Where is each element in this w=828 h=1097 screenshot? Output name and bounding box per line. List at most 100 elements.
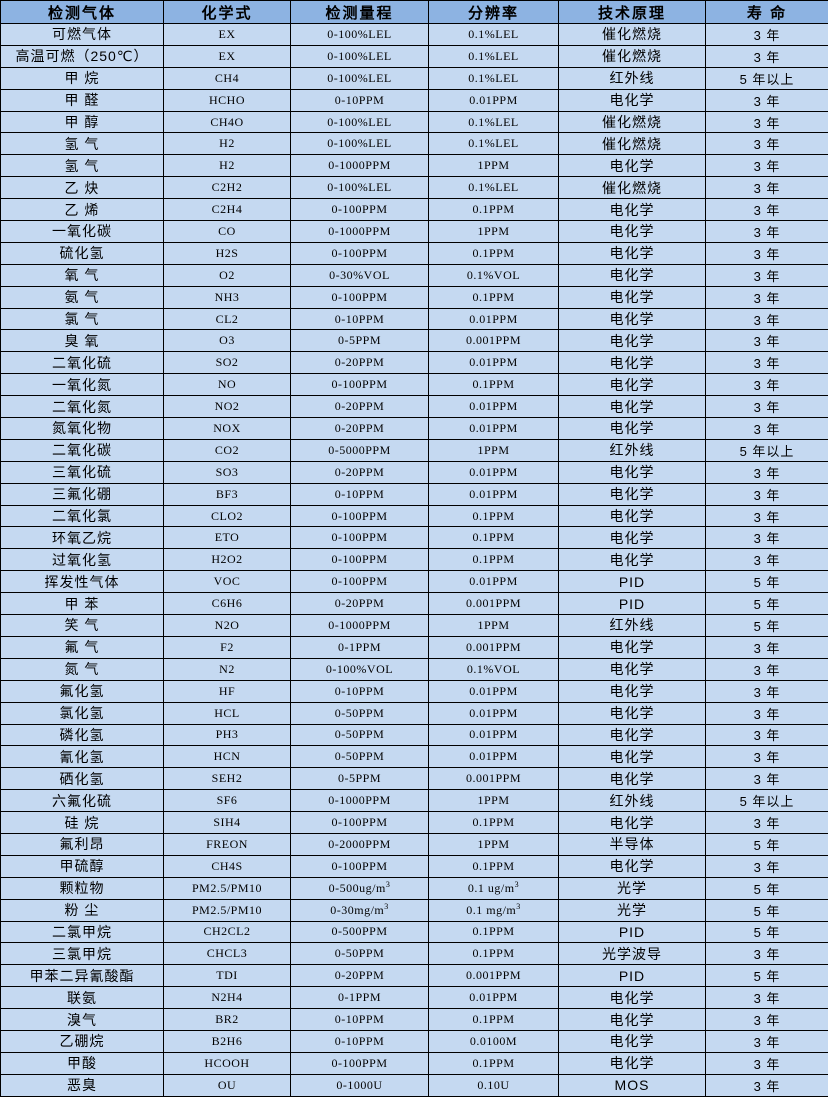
cell-range: 0-1000PPM [291, 155, 429, 177]
cell-formula: VOC [164, 571, 291, 593]
cell-life: 3 年 [706, 724, 828, 746]
cell-life: 5 年 [706, 965, 828, 987]
cell-life: 3 年 [706, 221, 828, 243]
cell-resolution: 0.001PPM [429, 593, 559, 615]
cell-formula: HCN [164, 746, 291, 768]
cell-resolution: 0.1PPM [429, 286, 559, 308]
cell-principle: 电化学 [559, 746, 706, 768]
cell-resolution: 0.001PPM [429, 636, 559, 658]
cell-gas: 甲硫醇 [1, 855, 164, 877]
cell-resolution: 0.1%LEL [429, 133, 559, 155]
cell-resolution: 0.01PPM [429, 89, 559, 111]
cell-range: 0-10PPM [291, 1030, 429, 1052]
cell-life: 3 年 [706, 855, 828, 877]
cell-range: 0-50PPM [291, 943, 429, 965]
cell-resolution: 0.1%LEL [429, 24, 559, 46]
cell-resolution: 1PPM [429, 790, 559, 812]
cell-gas: 粉 尘 [1, 899, 164, 921]
cell-range: 0-20PPM [291, 593, 429, 615]
cell-principle: 电化学 [559, 483, 706, 505]
cell-gas: 二氧化氮 [1, 396, 164, 418]
cell-formula: C2H2 [164, 177, 291, 199]
cell-principle: 红外线 [559, 790, 706, 812]
cell-life: 3 年 [706, 483, 828, 505]
cell-principle: PID [559, 593, 706, 615]
cell-gas: 甲苯二异氰酸酯 [1, 965, 164, 987]
cell-principle: 电化学 [559, 987, 706, 1009]
cell-formula: SO2 [164, 352, 291, 374]
cell-resolution: 0.1PPM [429, 527, 559, 549]
cell-gas: 氯化氢 [1, 702, 164, 724]
cell-resolution: 0.01PPM [429, 702, 559, 724]
cell-principle: 光学 [559, 899, 706, 921]
cell-gas: 二氧化碳 [1, 439, 164, 461]
cell-gas: 甲 醛 [1, 89, 164, 111]
cell-life: 5 年 [706, 615, 828, 637]
cell-resolution: 0.1PPM [429, 242, 559, 264]
cell-range: 0-20PPM [291, 396, 429, 418]
cell-principle: 电化学 [559, 308, 706, 330]
cell-gas: 三氧化硫 [1, 461, 164, 483]
cell-gas: 挥发性气体 [1, 571, 164, 593]
cell-life: 3 年 [706, 308, 828, 330]
cell-range: 0-500PPM [291, 921, 429, 943]
cell-resolution: 0.1%LEL [429, 45, 559, 67]
cell-range: 0-10PPM [291, 680, 429, 702]
cell-formula: PM2.5/PM10 [164, 877, 291, 899]
cell-gas: 乙 炔 [1, 177, 164, 199]
cell-formula: CH2CL2 [164, 921, 291, 943]
cell-resolution: 0.1PPM [429, 374, 559, 396]
cell-resolution: 0.1 mg/m3 [429, 899, 559, 921]
cell-gas: 二氧化硫 [1, 352, 164, 374]
cell-life: 3 年 [706, 177, 828, 199]
cell-resolution: 0.1PPM [429, 855, 559, 877]
cell-principle: 电化学 [559, 768, 706, 790]
cell-gas: 恶臭 [1, 1074, 164, 1096]
column-header-resolution: 分辨率 [429, 1, 559, 24]
cell-formula: NO [164, 374, 291, 396]
cell-formula: CLO2 [164, 505, 291, 527]
cell-gas: 氢 气 [1, 133, 164, 155]
cell-principle: 电化学 [559, 330, 706, 352]
cell-resolution: 0.001PPM [429, 768, 559, 790]
cell-formula: SF6 [164, 790, 291, 812]
cell-resolution: 0.10U [429, 1074, 559, 1096]
cell-gas: 可燃气体 [1, 24, 164, 46]
cell-life: 3 年 [706, 768, 828, 790]
cell-gas: 氟利昂 [1, 833, 164, 855]
cell-life: 3 年 [706, 45, 828, 67]
column-header-formula: 化学式 [164, 1, 291, 24]
cell-life: 3 年 [706, 352, 828, 374]
cell-life: 5 年 [706, 833, 828, 855]
cell-gas: 氧 气 [1, 264, 164, 286]
cell-gas: 甲 苯 [1, 593, 164, 615]
cell-resolution: 0.01PPM [429, 987, 559, 1009]
cell-resolution: 1PPM [429, 155, 559, 177]
cell-resolution: 0.1PPM [429, 812, 559, 834]
cell-gas: 氢 气 [1, 155, 164, 177]
cell-range: 0-10PPM [291, 308, 429, 330]
cell-range: 0-1000PPM [291, 221, 429, 243]
cell-range: 0-500ug/m3 [291, 877, 429, 899]
cell-range: 0-100%LEL [291, 177, 429, 199]
cell-gas: 甲酸 [1, 1052, 164, 1074]
cell-principle: 催化燃烧 [559, 177, 706, 199]
cell-life: 3 年 [706, 943, 828, 965]
cell-formula: H2 [164, 133, 291, 155]
cell-principle: 光学 [559, 877, 706, 899]
cell-gas: 过氧化氢 [1, 549, 164, 571]
cell-range: 0-20PPM [291, 965, 429, 987]
cell-formula: ETO [164, 527, 291, 549]
cell-life: 5 年 [706, 877, 828, 899]
